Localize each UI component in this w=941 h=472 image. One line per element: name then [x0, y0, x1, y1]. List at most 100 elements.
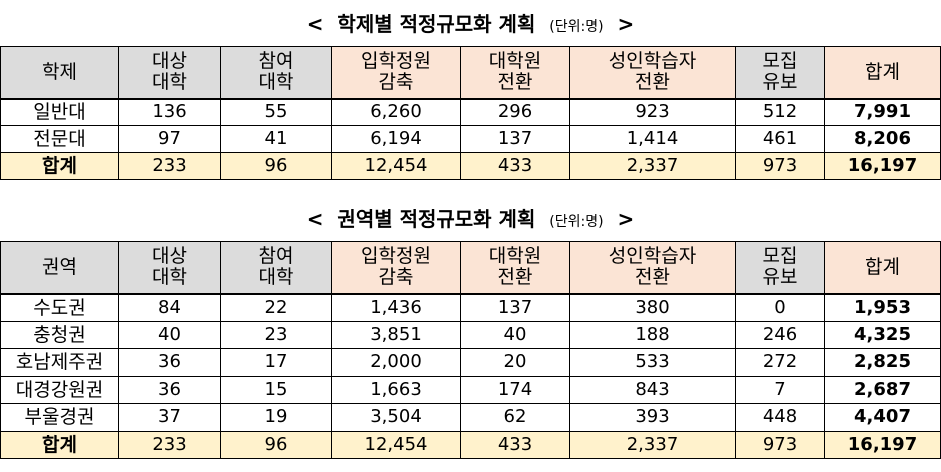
adult-learner-conversion-cell: 188	[569, 320, 736, 349]
header-line: 입학정원	[361, 245, 431, 268]
academic-table: 학제 대상 대학 참여 대학 입학정원 감축 대학원 전환 성인학습자 전환 모집 유보 합계 일반대 13…	[0, 46, 941, 180]
total-cell: 8,206	[824, 125, 941, 153]
total-cell: 7,991	[824, 98, 941, 126]
admission-reduction-cell: 1,663	[331, 375, 461, 404]
participating-universities-cell: 96	[220, 430, 332, 459]
header-line: 성인학습자	[608, 50, 697, 73]
recruitment-hold-cell: 448	[735, 403, 825, 432]
admission-reduction-cell: 3,851	[331, 320, 461, 349]
total-cell: 1,953	[824, 293, 941, 322]
participating-universities-cell: 22	[220, 293, 332, 322]
sum-row: 합계 233 96 12,454 433 2,337 973 16,197	[0, 430, 941, 459]
header-target-universities: 대상 대학	[118, 241, 221, 294]
admission-reduction-cell: 6,194	[331, 125, 461, 153]
header-admission-reduction: 입학정원 감축	[331, 46, 461, 99]
target-universities-cell: 36	[118, 348, 221, 377]
header-line: 전환	[635, 71, 670, 94]
recruitment-hold-cell: 461	[735, 125, 825, 153]
adult-learner-conversion-cell: 393	[569, 403, 736, 432]
header-line: 감축	[378, 71, 414, 94]
header-line: 전환	[635, 266, 670, 289]
header-line: 성인학습자	[608, 245, 697, 268]
row-label: 합계	[0, 152, 119, 180]
row-label: 부울경권	[0, 403, 119, 432]
header-line: 대상	[152, 50, 187, 73]
table-header-row: 학제 대상 대학 참여 대학 입학정원 감축 대학원 전환 성인학습자 전환 모집 유보 합계	[0, 46, 941, 99]
header-graduate-conversion: 대학원 전환	[460, 46, 570, 99]
header-graduate-conversion: 대학원 전환	[460, 241, 570, 294]
table-title-region: < 권역별 적정규모화 계획 (단위:명) >	[306, 207, 635, 231]
header-line: 입학정원	[361, 50, 431, 73]
recruitment-hold-cell: 512	[735, 98, 825, 126]
adult-learner-conversion-cell: 380	[569, 293, 736, 322]
header-recruitment-hold: 모집 유보	[735, 46, 825, 99]
total-cell: 16,197	[824, 152, 941, 180]
participating-universities-cell: 19	[220, 403, 332, 432]
graduate-conversion-cell: 296	[460, 98, 570, 126]
admission-reduction-cell: 2,000	[331, 348, 461, 377]
graduate-conversion-cell: 137	[460, 125, 570, 153]
row-label: 전문대	[0, 125, 119, 153]
total-cell: 16,197	[824, 430, 941, 459]
row-label: 대경강원권	[0, 375, 119, 404]
title-text: 학제별 적정규모화 계획	[337, 12, 536, 36]
target-universities-cell: 40	[118, 320, 221, 349]
sum-row: 합계 233 96 12,454 433 2,337 973 16,197	[0, 152, 941, 180]
participating-universities-cell: 23	[220, 320, 332, 349]
header-participating-universities: 참여 대학	[220, 46, 332, 99]
header-line: 대학원	[488, 245, 542, 268]
header-line: 대상	[152, 245, 187, 268]
region-table: 권역 대상 대학 참여 대학 입학정원 감축 대학원 전환 성인학습자 전환 모집 유보 합계 수도권 84…	[0, 241, 941, 459]
table-row: 호남제주권 36 17 2,000 20 533 272 2,825	[0, 348, 941, 377]
row-label: 호남제주권	[0, 348, 119, 377]
header-line: 유보	[762, 266, 798, 289]
target-universities-cell: 37	[118, 403, 221, 432]
adult-learner-conversion-cell: 533	[569, 348, 736, 377]
header-recruitment-hold: 모집 유보	[735, 241, 825, 294]
header-line: 모집	[762, 50, 798, 73]
graduate-conversion-cell: 40	[460, 320, 570, 349]
participating-universities-cell: 41	[220, 125, 332, 153]
header-adult-learner-conversion: 성인학습자 전환	[569, 46, 736, 99]
header-line: 대학	[152, 71, 187, 94]
table-row: 충청권 40 23 3,851 40 188 246 4,325	[0, 320, 941, 349]
header-target-universities: 대상 대학	[118, 46, 221, 99]
adult-learner-conversion-cell: 1,414	[569, 125, 736, 153]
header-line: 감축	[378, 266, 414, 289]
target-universities-cell: 136	[118, 98, 221, 126]
header-line: 참여	[258, 50, 294, 73]
table-row: 일반대 136 55 6,260 296 923 512 7,991	[0, 98, 941, 126]
target-universities-cell: 84	[118, 293, 221, 322]
target-universities-cell: 233	[118, 152, 221, 180]
graduate-conversion-cell: 433	[460, 152, 570, 180]
recruitment-hold-cell: 246	[735, 320, 825, 349]
target-universities-cell: 97	[118, 125, 221, 153]
admission-reduction-cell: 3,504	[331, 403, 461, 432]
table-row: 수도권 84 22 1,436 137 380 0 1,953	[0, 293, 941, 322]
target-universities-cell: 233	[118, 430, 221, 459]
row-label: 일반대	[0, 98, 119, 126]
header-line: 대학	[258, 71, 294, 94]
recruitment-hold-cell: 7	[735, 375, 825, 404]
header-adult-learner-conversion: 성인학습자 전환	[569, 241, 736, 294]
participating-universities-cell: 17	[220, 348, 332, 377]
graduate-conversion-cell: 20	[460, 348, 570, 377]
adult-learner-conversion-cell: 2,337	[569, 430, 736, 459]
table-row: 대경강원권 36 15 1,663 174 843 7 2,687	[0, 375, 941, 404]
graduate-conversion-cell: 62	[460, 403, 570, 432]
admission-reduction-cell: 12,454	[331, 430, 461, 459]
row-label: 수도권	[0, 293, 119, 322]
adult-learner-conversion-cell: 923	[569, 98, 736, 126]
admission-reduction-cell: 6,260	[331, 98, 461, 126]
admission-reduction-cell: 1,436	[331, 293, 461, 322]
total-cell: 4,407	[824, 403, 941, 432]
graduate-conversion-cell: 174	[460, 375, 570, 404]
header-line: 전환	[497, 71, 533, 94]
header-total: 합계	[824, 241, 941, 294]
header-admission-reduction: 입학정원 감축	[331, 241, 461, 294]
participating-universities-cell: 15	[220, 375, 332, 404]
header-total: 합계	[824, 46, 941, 99]
total-cell: 4,325	[824, 320, 941, 349]
header-line: 모집	[762, 245, 798, 268]
header-line: 대학	[152, 266, 187, 289]
